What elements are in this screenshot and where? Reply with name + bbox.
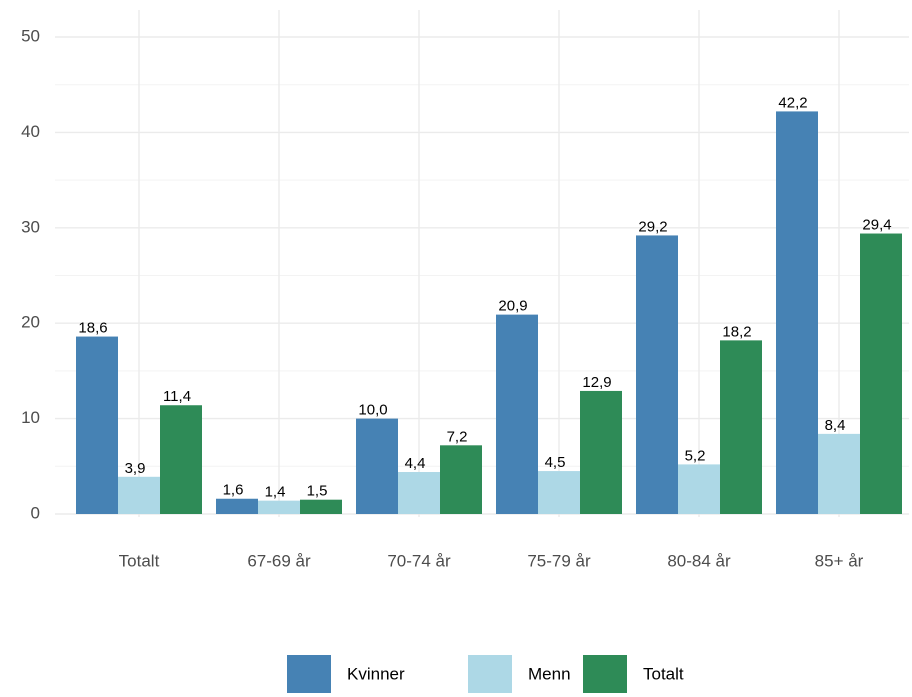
legend-key bbox=[287, 655, 331, 693]
bar bbox=[860, 233, 902, 515]
y-tick-label: 50 bbox=[21, 26, 40, 45]
value-label: 4,5 bbox=[545, 454, 566, 471]
y-tick-label: 0 bbox=[31, 503, 40, 522]
bar bbox=[258, 500, 300, 514]
bar bbox=[398, 472, 440, 514]
bar bbox=[216, 498, 258, 514]
x-tick-label: 80-84 år bbox=[667, 551, 731, 570]
value-label: 12,9 bbox=[582, 374, 611, 391]
bar bbox=[118, 476, 160, 514]
y-tick-label: 10 bbox=[21, 408, 40, 427]
y-tick-label: 20 bbox=[21, 313, 40, 332]
bar bbox=[496, 314, 538, 514]
value-label: 18,6 bbox=[78, 320, 107, 337]
bar bbox=[720, 340, 762, 514]
x-tick-label: 75-79 år bbox=[527, 551, 591, 570]
bar bbox=[818, 433, 860, 514]
value-label: 1,5 bbox=[307, 483, 328, 500]
value-label: 7,2 bbox=[447, 428, 468, 445]
bar bbox=[76, 336, 118, 514]
value-label: 1,6 bbox=[223, 482, 244, 499]
value-label: 42,2 bbox=[778, 94, 807, 111]
value-label: 1,4 bbox=[265, 484, 286, 501]
value-label: 29,2 bbox=[638, 218, 667, 235]
bar bbox=[678, 464, 720, 514]
legend-label: Totalt bbox=[643, 664, 684, 683]
value-label: 4,4 bbox=[405, 455, 426, 472]
value-label: 8,4 bbox=[825, 417, 846, 434]
y-tick-label: 30 bbox=[21, 217, 40, 236]
bar bbox=[538, 471, 580, 514]
bar bbox=[580, 390, 622, 514]
x-tick-label: Totalt bbox=[119, 551, 160, 570]
value-label: 18,2 bbox=[722, 323, 751, 340]
x-tick-label: 85+ år bbox=[815, 551, 864, 570]
bar bbox=[160, 405, 202, 514]
x-tick-label: 67-69 år bbox=[247, 551, 311, 570]
legend-key bbox=[583, 655, 627, 693]
bar bbox=[440, 445, 482, 514]
bar bbox=[636, 235, 678, 514]
x-tick-label: 70-74 år bbox=[387, 551, 451, 570]
value-label: 5,2 bbox=[685, 447, 706, 464]
value-label: 3,9 bbox=[125, 460, 146, 477]
value-label: 10,0 bbox=[358, 402, 387, 419]
value-label: 11,4 bbox=[163, 388, 191, 405]
y-tick-label: 40 bbox=[21, 122, 40, 141]
bar bbox=[356, 418, 398, 514]
legend-label: Menn bbox=[528, 664, 571, 683]
value-label: 20,9 bbox=[498, 298, 527, 315]
bar bbox=[776, 111, 818, 515]
value-label: 29,4 bbox=[862, 216, 891, 233]
legend-label: Kvinner bbox=[347, 664, 405, 683]
legend-key bbox=[468, 655, 512, 693]
bar bbox=[300, 499, 342, 514]
